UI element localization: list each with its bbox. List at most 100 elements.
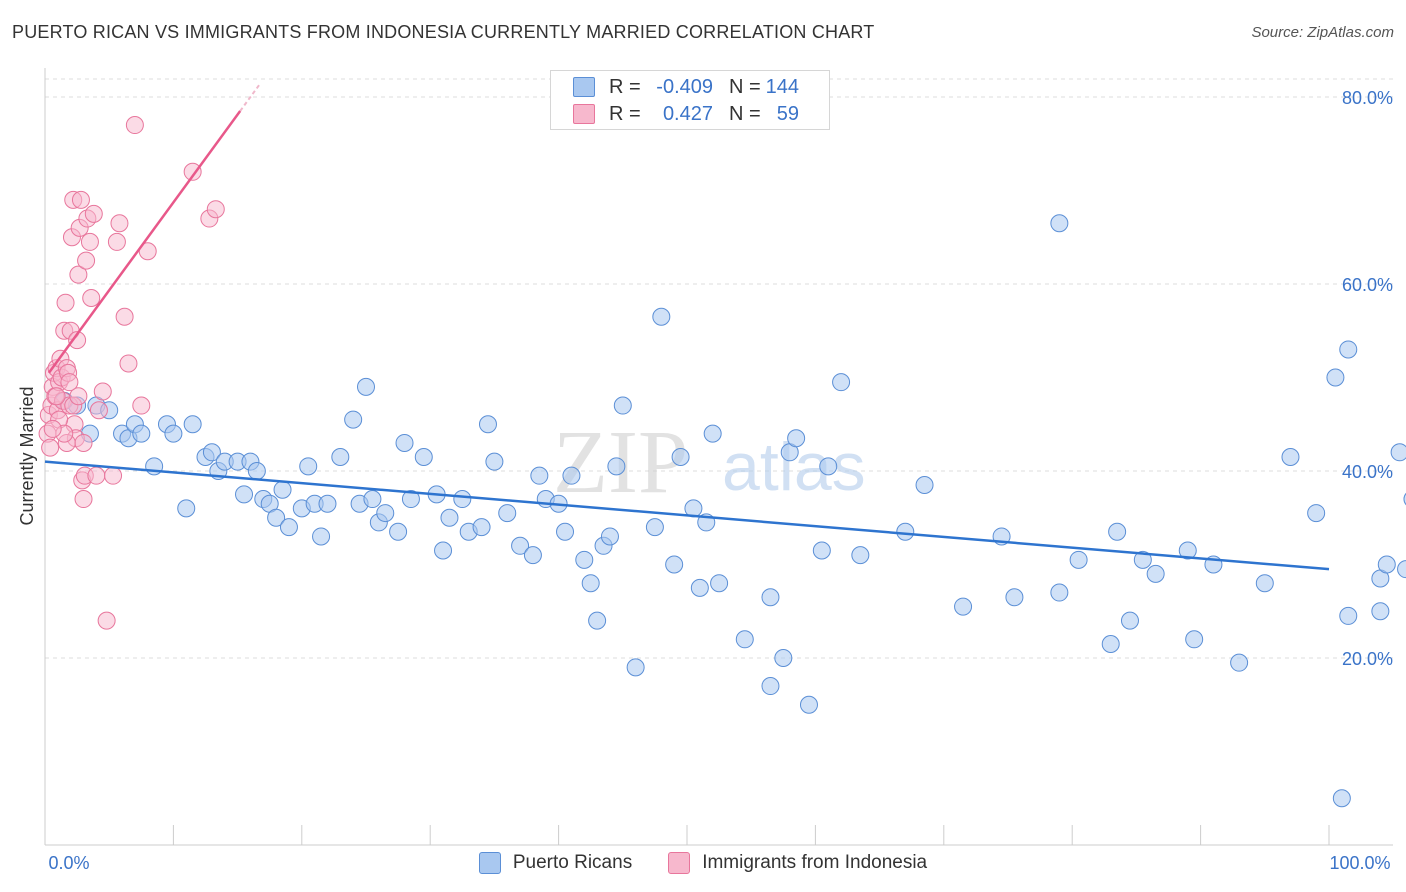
data-point-puerto-ricans bbox=[511, 536, 530, 555]
data-point-puerto-ricans bbox=[478, 415, 497, 434]
legend-item-puerto-ricans: Puerto Ricans bbox=[478, 852, 633, 874]
data-point-indonesia bbox=[71, 190, 90, 209]
data-point-puerto-ricans bbox=[954, 597, 973, 616]
data-point-puerto-ricans bbox=[1397, 560, 1406, 579]
data-point-puerto-ricans bbox=[1069, 550, 1088, 569]
data-point-puerto-ricans bbox=[710, 574, 729, 593]
y-axis-label: Currently Married bbox=[17, 386, 37, 525]
x-tick-label-max: 100.0% bbox=[1329, 853, 1390, 873]
data-point-puerto-ricans bbox=[735, 630, 754, 649]
data-point-indonesia bbox=[68, 331, 87, 350]
data-point-puerto-ricans bbox=[652, 307, 671, 326]
data-point-indonesia bbox=[183, 162, 202, 181]
data-point-indonesia bbox=[104, 466, 123, 485]
data-point-puerto-ricans bbox=[1101, 634, 1120, 653]
data-point-puerto-ricans bbox=[434, 541, 453, 560]
data-point-indonesia bbox=[41, 438, 60, 457]
data-point-puerto-ricans bbox=[1185, 630, 1204, 649]
source-label: Source: ZipAtlas.com bbox=[1251, 24, 1394, 41]
data-point-puerto-ricans bbox=[581, 574, 600, 593]
data-point-puerto-ricans bbox=[562, 466, 581, 485]
data-point-puerto-ricans bbox=[1050, 583, 1069, 602]
y-tick-label: 60.0% bbox=[1342, 275, 1393, 295]
data-point-puerto-ricans bbox=[498, 504, 517, 523]
data-point-puerto-ricans bbox=[613, 396, 632, 415]
trend-line-indonesia bbox=[47, 110, 242, 374]
data-point-puerto-ricans bbox=[761, 677, 780, 696]
legend-row-indonesia: R = 0.427 N = 59 bbox=[573, 101, 799, 127]
data-point-puerto-ricans bbox=[164, 424, 183, 443]
legend-label-indonesia: Immigrants from Indonesia bbox=[702, 852, 928, 873]
stats-legend: R = -0.409 N = 144 R = 0.427 N = 59 bbox=[550, 70, 830, 130]
data-point-puerto-ricans bbox=[645, 518, 664, 537]
data-point-puerto-ricans bbox=[376, 504, 395, 523]
data-point-puerto-ricans bbox=[453, 490, 472, 509]
data-point-puerto-ricans bbox=[1307, 504, 1326, 523]
data-point-puerto-ricans bbox=[318, 494, 337, 513]
data-point-puerto-ricans bbox=[1255, 574, 1274, 593]
data-point-puerto-ricans bbox=[1108, 522, 1127, 541]
series-legend: Puerto Ricans Immigrants from Indonesia bbox=[0, 852, 1406, 874]
legend-swatch-indonesia bbox=[668, 852, 691, 874]
trend-line-indonesia-extension bbox=[239, 82, 262, 112]
data-point-indonesia bbox=[82, 289, 101, 308]
data-point-puerto-ricans bbox=[202, 443, 221, 462]
data-point-puerto-ricans bbox=[690, 578, 709, 597]
data-point-indonesia bbox=[56, 293, 75, 312]
data-point-indonesia bbox=[87, 466, 106, 485]
data-point-puerto-ricans bbox=[1377, 555, 1396, 574]
data-point-indonesia bbox=[80, 232, 99, 251]
grid-lines bbox=[45, 78, 1393, 659]
legend-swatch-blue bbox=[573, 77, 595, 97]
data-point-puerto-ricans bbox=[389, 522, 408, 541]
legend-r-label: R = bbox=[609, 102, 641, 125]
data-point-puerto-ricans bbox=[600, 527, 619, 546]
legend-n-label: N = bbox=[729, 75, 761, 98]
data-point-indonesia bbox=[77, 251, 96, 270]
data-point-indonesia bbox=[107, 232, 126, 251]
data-point-puerto-ricans bbox=[1281, 447, 1300, 466]
data-point-indonesia bbox=[97, 611, 116, 630]
data-point-indonesia bbox=[84, 204, 103, 223]
data-point-puerto-ricans bbox=[1005, 588, 1024, 607]
data-point-puerto-ricans bbox=[299, 457, 318, 476]
legend-n-value: 144 bbox=[765, 75, 799, 98]
data-point-puerto-ricans bbox=[851, 546, 870, 565]
data-point-puerto-ricans bbox=[703, 424, 722, 443]
data-point-puerto-ricans bbox=[472, 518, 491, 537]
data-point-puerto-ricans bbox=[1390, 443, 1406, 462]
data-point-puerto-ricans bbox=[414, 447, 433, 466]
data-point-indonesia bbox=[115, 307, 134, 326]
legend-label-puerto-ricans: Puerto Ricans bbox=[512, 852, 633, 873]
data-point-puerto-ricans bbox=[357, 377, 375, 396]
trend-line-puerto-ricans bbox=[44, 460, 1330, 571]
data-point-puerto-ricans bbox=[401, 490, 420, 509]
data-point-puerto-ricans bbox=[530, 466, 549, 485]
data-point-puerto-ricans bbox=[273, 480, 292, 499]
legend-n-label: N = bbox=[729, 102, 761, 125]
legend-r-value: -0.409 bbox=[656, 75, 713, 98]
data-point-puerto-ricans bbox=[177, 499, 196, 518]
data-point-puerto-ricans bbox=[832, 373, 851, 392]
data-point-indonesia bbox=[132, 396, 151, 415]
data-point-indonesia bbox=[93, 382, 112, 401]
x-tick-label-min: 0.0% bbox=[48, 853, 89, 873]
data-point-puerto-ricans bbox=[1120, 611, 1139, 630]
data-point-puerto-ricans bbox=[761, 588, 780, 607]
data-point-puerto-ricans bbox=[671, 447, 690, 466]
data-point-puerto-ricans bbox=[267, 508, 286, 527]
data-point-puerto-ricans bbox=[183, 415, 202, 434]
data-point-puerto-ricans bbox=[915, 476, 934, 495]
y-tick-label: 80.0% bbox=[1342, 88, 1393, 108]
legend-r-value: 0.427 bbox=[662, 102, 713, 125]
data-point-indonesia bbox=[125, 116, 144, 135]
data-point-puerto-ricans bbox=[812, 541, 831, 560]
data-point-puerto-ricans bbox=[1146, 564, 1165, 583]
y-tick-labels: 20.0% 40.0% 60.0% 80.0% bbox=[1342, 88, 1393, 669]
data-point-indonesia bbox=[74, 490, 93, 509]
data-point-puerto-ricans bbox=[440, 508, 459, 527]
y-tick-label: 20.0% bbox=[1342, 649, 1393, 669]
data-point-puerto-ricans bbox=[1332, 789, 1351, 808]
legend-swatch-pink bbox=[573, 104, 595, 124]
data-point-indonesia bbox=[119, 354, 138, 373]
